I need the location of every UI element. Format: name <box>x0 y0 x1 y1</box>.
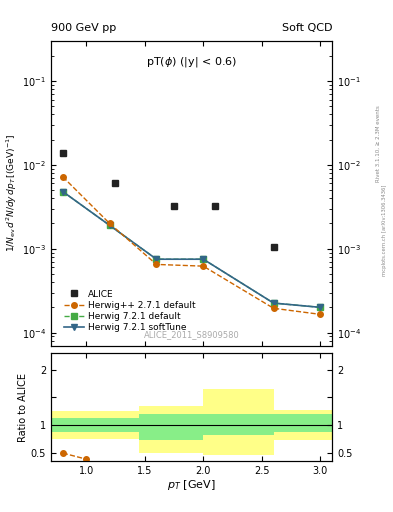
Herwig++ 2.7.1 default <box>318 311 323 317</box>
Herwig++ 2.7.1 default <box>201 263 206 269</box>
X-axis label: $p_T$ [GeV]: $p_T$ [GeV] <box>167 478 216 493</box>
Herwig++ 2.7.1 default <box>271 305 276 311</box>
Bar <box>51 418 139 432</box>
Bar <box>274 410 332 440</box>
Herwig 7.2.1 softTune <box>201 256 206 262</box>
Legend: ALICE, Herwig++ 2.7.1 default, Herwig 7.2.1 default, Herwig 7.2.1 softTune: ALICE, Herwig++ 2.7.1 default, Herwig 7.… <box>61 287 198 335</box>
Herwig 7.2.1 default <box>107 222 112 228</box>
Line: Herwig++ 2.7.1 default: Herwig++ 2.7.1 default <box>60 174 323 317</box>
Herwig 7.2.1 softTune <box>61 188 65 195</box>
Text: Rivet 3.1.10, ≥ 2.3M events: Rivet 3.1.10, ≥ 2.3M events <box>376 105 380 182</box>
Text: ALICE_2011_S8909580: ALICE_2011_S8909580 <box>144 331 239 339</box>
Line: Herwig 7.2.1 default: Herwig 7.2.1 default <box>60 189 323 310</box>
Herwig++ 2.7.1 default <box>154 261 159 267</box>
Bar <box>203 389 274 455</box>
Herwig 7.2.1 default <box>154 256 159 262</box>
Herwig 7.2.1 softTune <box>107 222 112 228</box>
Text: pT($\phi$) (|y| < 0.6): pT($\phi$) (|y| < 0.6) <box>146 55 237 69</box>
Bar <box>139 406 203 453</box>
Bar <box>203 414 274 435</box>
Herwig 7.2.1 softTune <box>271 300 276 306</box>
Text: Soft QCD: Soft QCD <box>282 23 332 33</box>
Line: Herwig 7.2.1 softTune: Herwig 7.2.1 softTune <box>60 189 323 310</box>
Bar <box>139 414 203 440</box>
Y-axis label: Ratio to ALICE: Ratio to ALICE <box>18 373 28 441</box>
Bar <box>274 414 332 432</box>
ALICE <box>213 203 217 209</box>
ALICE <box>172 203 176 209</box>
Bar <box>51 411 139 439</box>
Y-axis label: $1/N_{\rm ev}\,d^2N/dy\,dp_T\,[{\rm (GeV)^{-1}}]$: $1/N_{\rm ev}\,d^2N/dy\,dp_T\,[{\rm (GeV… <box>5 134 19 252</box>
Herwig 7.2.1 softTune <box>318 304 323 310</box>
Herwig 7.2.1 default <box>271 300 276 306</box>
ALICE <box>113 180 118 186</box>
Herwig 7.2.1 default <box>201 256 206 262</box>
Herwig++ 2.7.1 default <box>61 174 65 180</box>
ALICE <box>271 244 276 250</box>
Text: 900 GeV pp: 900 GeV pp <box>51 23 116 33</box>
Herwig 7.2.1 default <box>318 304 323 310</box>
Text: mcplots.cern.ch [arXiv:1306.3436]: mcplots.cern.ch [arXiv:1306.3436] <box>382 185 387 276</box>
ALICE <box>61 150 65 156</box>
Herwig 7.2.1 default <box>61 188 65 195</box>
Herwig 7.2.1 softTune <box>154 256 159 262</box>
Herwig++ 2.7.1 default <box>107 220 112 226</box>
Line: ALICE: ALICE <box>59 149 277 250</box>
